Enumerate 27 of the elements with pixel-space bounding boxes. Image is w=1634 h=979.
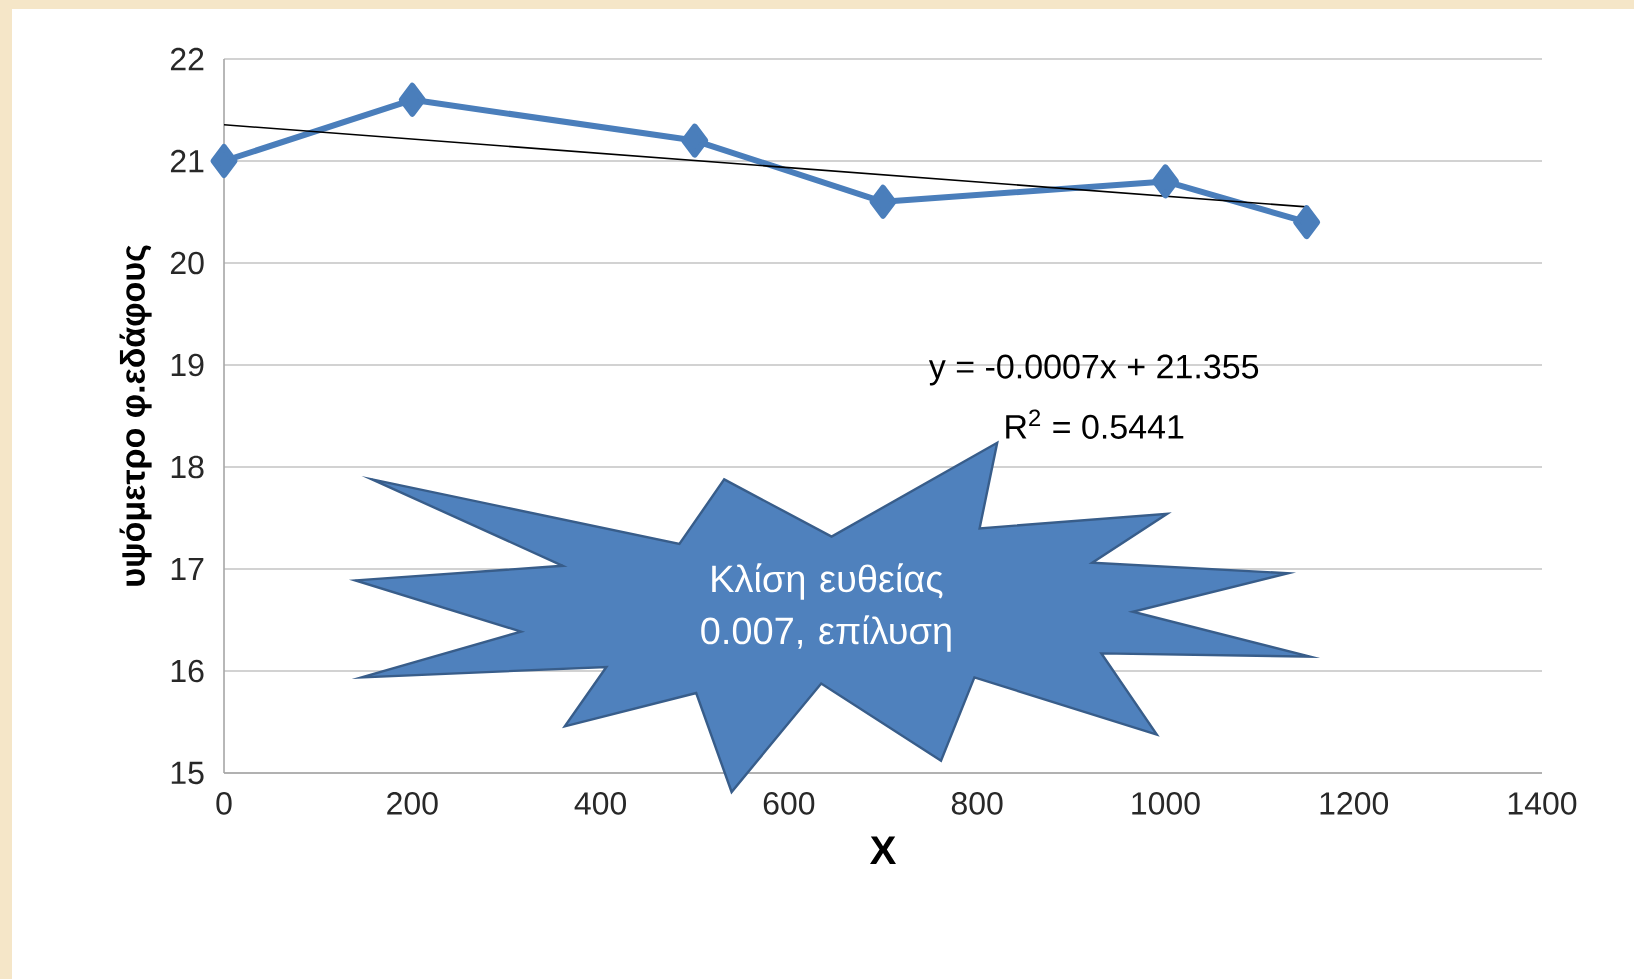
y-tick-label: 21 [170,149,204,173]
x-tick-label: 0 [216,792,232,815]
x-tick-label: 200 [387,792,438,815]
annotation: R$^{2}$ = 0.5441 [1006,409,1184,439]
point [398,82,426,117]
x-tick-label: 400 [574,792,626,815]
x-tick-label: 1000 [1132,792,1200,815]
y-tick-label: 20 [170,251,204,275]
y-tick-label: 15 [171,761,204,785]
point [1293,205,1321,240]
y-tick-label: 18 [171,455,204,479]
point [869,184,897,219]
y-tick-label: 17 [171,557,204,580]
y-tick-label: 22 [170,47,204,71]
annotation: y = -0.0007x + 21.355 [928,354,1259,386]
x-tick-label: 1400 [1508,792,1577,815]
y-tick-label: 19 [171,353,204,377]
point [681,123,709,158]
point [210,143,238,178]
x-axis-title: X [870,836,896,864]
x-tick-label: 1200 [1320,792,1389,815]
x-tick-label: 800 [951,792,1003,815]
x-tick-label: 600 [763,792,815,815]
point [1151,164,1179,199]
y-axis-title: υψόμετρο φ.εδάφους [119,245,152,586]
annotation: Κλίση ευθείας 0.007, επίλυση [701,563,951,652]
y-tick-label: 16 [171,659,204,683]
